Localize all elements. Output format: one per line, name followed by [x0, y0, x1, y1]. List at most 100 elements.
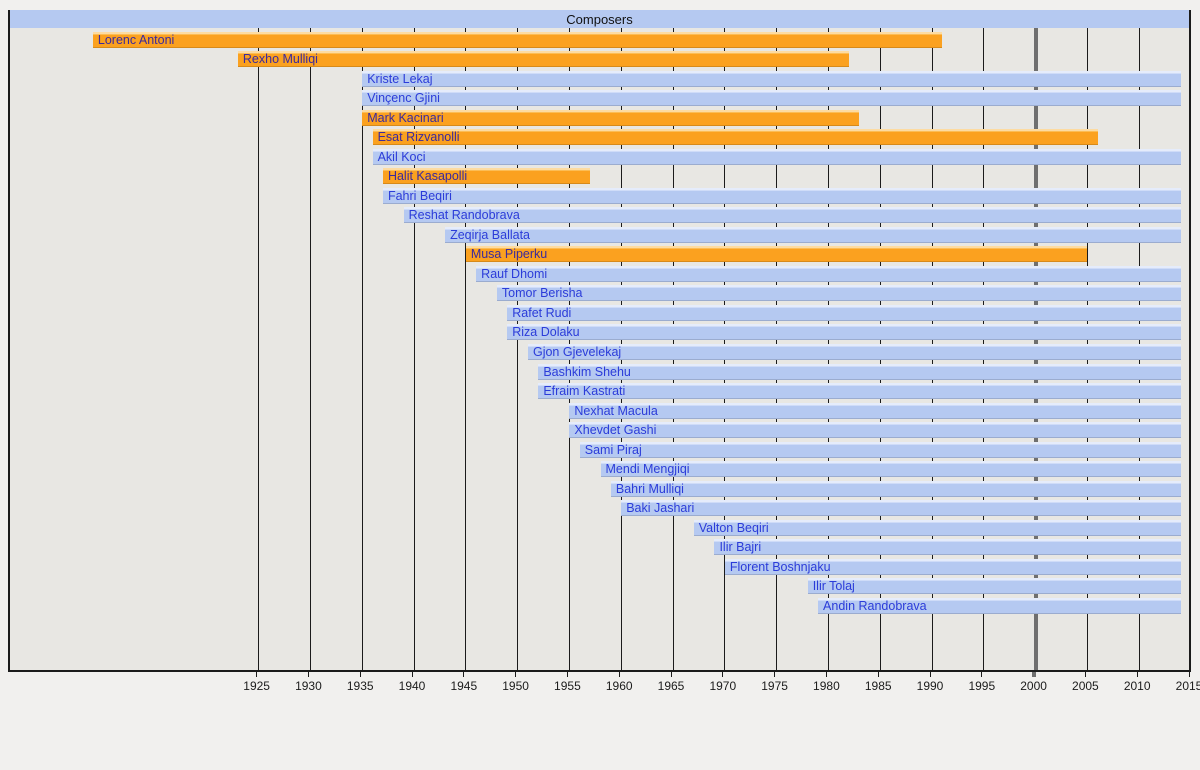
- axis-tick-1940: [411, 672, 413, 677]
- timeline-bar-baki-jashari: Baki Jashari: [621, 500, 1181, 517]
- composer-link[interactable]: Riza Dolaku: [512, 325, 580, 340]
- composer-link[interactable]: Gjon Gjevelekaj: [532, 344, 622, 359]
- gridline-1950: [517, 28, 519, 670]
- timeline-bar-gjon-gjevelekaj: Gjon Gjevelekaj: [527, 343, 1181, 360]
- composer-link[interactable]: Mark Kacinari: [367, 110, 444, 125]
- axis-tick-1975: [774, 672, 776, 677]
- timeline-bar-bashkim-shehu: Bashkim Shehu: [538, 363, 1181, 380]
- timeline-bar-akil-koci: Akil Koci: [372, 148, 1181, 165]
- axis-label-1950: 1950: [502, 679, 529, 693]
- axis-tick-1930: [307, 672, 309, 677]
- axis-label-1955: 1955: [554, 679, 581, 693]
- composer-link[interactable]: Zeqirja Ballata: [450, 227, 530, 242]
- chart-title-bar: Composers: [10, 10, 1189, 28]
- axis-tick-1945: [463, 672, 465, 677]
- gridline-1945: [465, 28, 467, 670]
- axis-label-1975: 1975: [761, 679, 788, 693]
- composer-link[interactable]: Akil Koci: [377, 149, 426, 164]
- axis-tick-1970: [722, 672, 724, 677]
- composer-link[interactable]: Vinçenc Gjini: [367, 91, 440, 106]
- axis-tick-1980: [825, 672, 827, 677]
- timeline-bar-rexho-mulliqi: Rexho Mulliqi: [237, 51, 850, 68]
- composer-link[interactable]: Kriste Lekaj: [367, 71, 433, 86]
- gridline-1925: [258, 28, 260, 670]
- axis-label-2010: 2010: [1123, 679, 1151, 693]
- composer-link[interactable]: Lorenc Antoni: [97, 32, 175, 47]
- composer-link[interactable]: Ilir Tolaj: [812, 579, 855, 594]
- composer-link[interactable]: Halit Kasapolli: [387, 169, 468, 184]
- composer-link[interactable]: Rafet Rudi: [512, 305, 572, 320]
- composer-link[interactable]: Sami Piraj: [584, 442, 642, 457]
- axis-label-1940: 1940: [398, 679, 426, 693]
- timeline-bar-valton-beqiri: Valton Beqiri: [693, 519, 1181, 536]
- timeline-bar-musa-piperku: Musa Piperku: [465, 246, 1088, 263]
- axis-tick-1935: [359, 672, 361, 677]
- axis-label-1995: 1995: [968, 679, 996, 693]
- gridline-1935: [361, 28, 363, 670]
- composer-link[interactable]: Tomor Berisha: [501, 286, 583, 301]
- timeline-chart: Composers Lorenc Antoni Rexho Mulliqi Kris…: [8, 10, 1191, 672]
- timeline-bar-zeqirja-ballata: Zeqirja Ballata: [445, 226, 1181, 243]
- axis-label-1960: 1960: [605, 679, 633, 693]
- composer-link[interactable]: Musa Piperku: [470, 247, 548, 262]
- composer-link[interactable]: Mendi Mengjiqi: [605, 462, 690, 477]
- composer-link[interactable]: Fahri Beqiri: [387, 188, 452, 203]
- timeline-bar-kriste-lekaj: Kriste Lekaj: [362, 70, 1181, 87]
- composer-link[interactable]: Nexhat Macula: [574, 403, 658, 418]
- timeline-bar-tomor-berisha: Tomor Berisha: [496, 285, 1181, 302]
- composer-link[interactable]: Florent Boshnjaku: [729, 559, 831, 574]
- axis-label-1925: 1925: [243, 679, 270, 693]
- axis-label-2000: 2000: [1020, 679, 1047, 693]
- composer-link[interactable]: Efraim Kastrati: [543, 384, 626, 399]
- timeline-bar-rauf-dhomi: Rauf Dhomi: [476, 265, 1181, 282]
- axis-label-1945: 1945: [450, 679, 478, 693]
- composer-link[interactable]: Bahri Mulliqi: [615, 481, 684, 496]
- timeline-bar-vin-enc-gjini: Vinçenc Gjini: [362, 90, 1181, 107]
- axis-label-2005: 2005: [1072, 679, 1099, 693]
- axis-tick-2005: [1084, 672, 1086, 677]
- timeline-bar-fahri-beqiri: Fahri Beqiri: [382, 187, 1181, 204]
- composer-link[interactable]: Rexho Mulliqi: [242, 52, 318, 67]
- axis-label-1930: 1930: [295, 679, 322, 693]
- timeline-bar-reshat-randobrava: Reshat Randobrava: [403, 207, 1181, 224]
- composer-link[interactable]: Andin Randobrava: [823, 598, 927, 613]
- timeline-bar-sami-piraj: Sami Piraj: [579, 441, 1181, 458]
- axis-tick-1990: [929, 672, 931, 677]
- timeline-bar-bahri-mulliqi: Bahri Mulliqi: [610, 480, 1181, 497]
- axis-tick-1995: [981, 672, 983, 677]
- composer-link[interactable]: Reshat Randobrava: [408, 208, 520, 223]
- timeline-bar-nexhat-macula: Nexhat Macula: [569, 402, 1181, 419]
- axis-label-1980: 1980: [813, 679, 840, 693]
- timeline-bar-riza-dolaku: Riza Dolaku: [507, 324, 1181, 341]
- timeline-bar-mendi-mengjiqi: Mendi Mengjiqi: [600, 461, 1181, 478]
- timeline-bar-esat-rizvanolli: Esat Rizvanolli: [372, 129, 1098, 146]
- chart-title: Composers: [566, 11, 633, 27]
- composer-link[interactable]: Valton Beqiri: [698, 520, 769, 535]
- axis-label-1965: 1965: [657, 679, 685, 693]
- axis-label-2015: 2015: [1175, 679, 1200, 693]
- axis-tick-1960: [618, 672, 620, 677]
- timeline-bar-halit-kasapolli: Halit Kasapolli: [382, 168, 591, 185]
- timeline-bar-efraim-kastrati: Efraim Kastrati: [538, 383, 1181, 400]
- composer-link[interactable]: Esat Rizvanolli: [377, 130, 460, 145]
- axis-label-1985: 1985: [864, 679, 892, 693]
- composer-link[interactable]: Xhevdet Gashi: [574, 423, 657, 438]
- timeline-bar-ilir-tolaj: Ilir Tolaj: [807, 578, 1181, 595]
- axis-tick-1925: [256, 672, 258, 677]
- timeline-bar-andin-randobrava: Andin Randobrava: [818, 597, 1181, 614]
- axis-tick-1965: [670, 672, 672, 677]
- axis-tick-2010: [1136, 672, 1138, 677]
- axis-tick-1950: [515, 672, 517, 677]
- timeline-bar-xhevdet-gashi: Xhevdet Gashi: [569, 422, 1181, 439]
- timeline-bar-ilir-bajri: Ilir Bajri: [714, 539, 1181, 556]
- gridline-1940: [413, 28, 415, 670]
- timeline-bar-florent-boshnjaku: Florent Boshnjaku: [724, 558, 1181, 575]
- timeline-bar-lorenc-antoni: Lorenc Antoni: [92, 31, 943, 48]
- composer-link[interactable]: Ilir Bajri: [719, 540, 762, 555]
- plot-area: Lorenc Antoni Rexho Mulliqi Kriste Lekaj Vi…: [10, 28, 1189, 670]
- composer-link[interactable]: Rauf Dhomi: [481, 266, 548, 281]
- gridline-1930: [309, 28, 311, 670]
- composer-link[interactable]: Baki Jashari: [626, 501, 695, 516]
- composer-link[interactable]: Bashkim Shehu: [543, 364, 631, 379]
